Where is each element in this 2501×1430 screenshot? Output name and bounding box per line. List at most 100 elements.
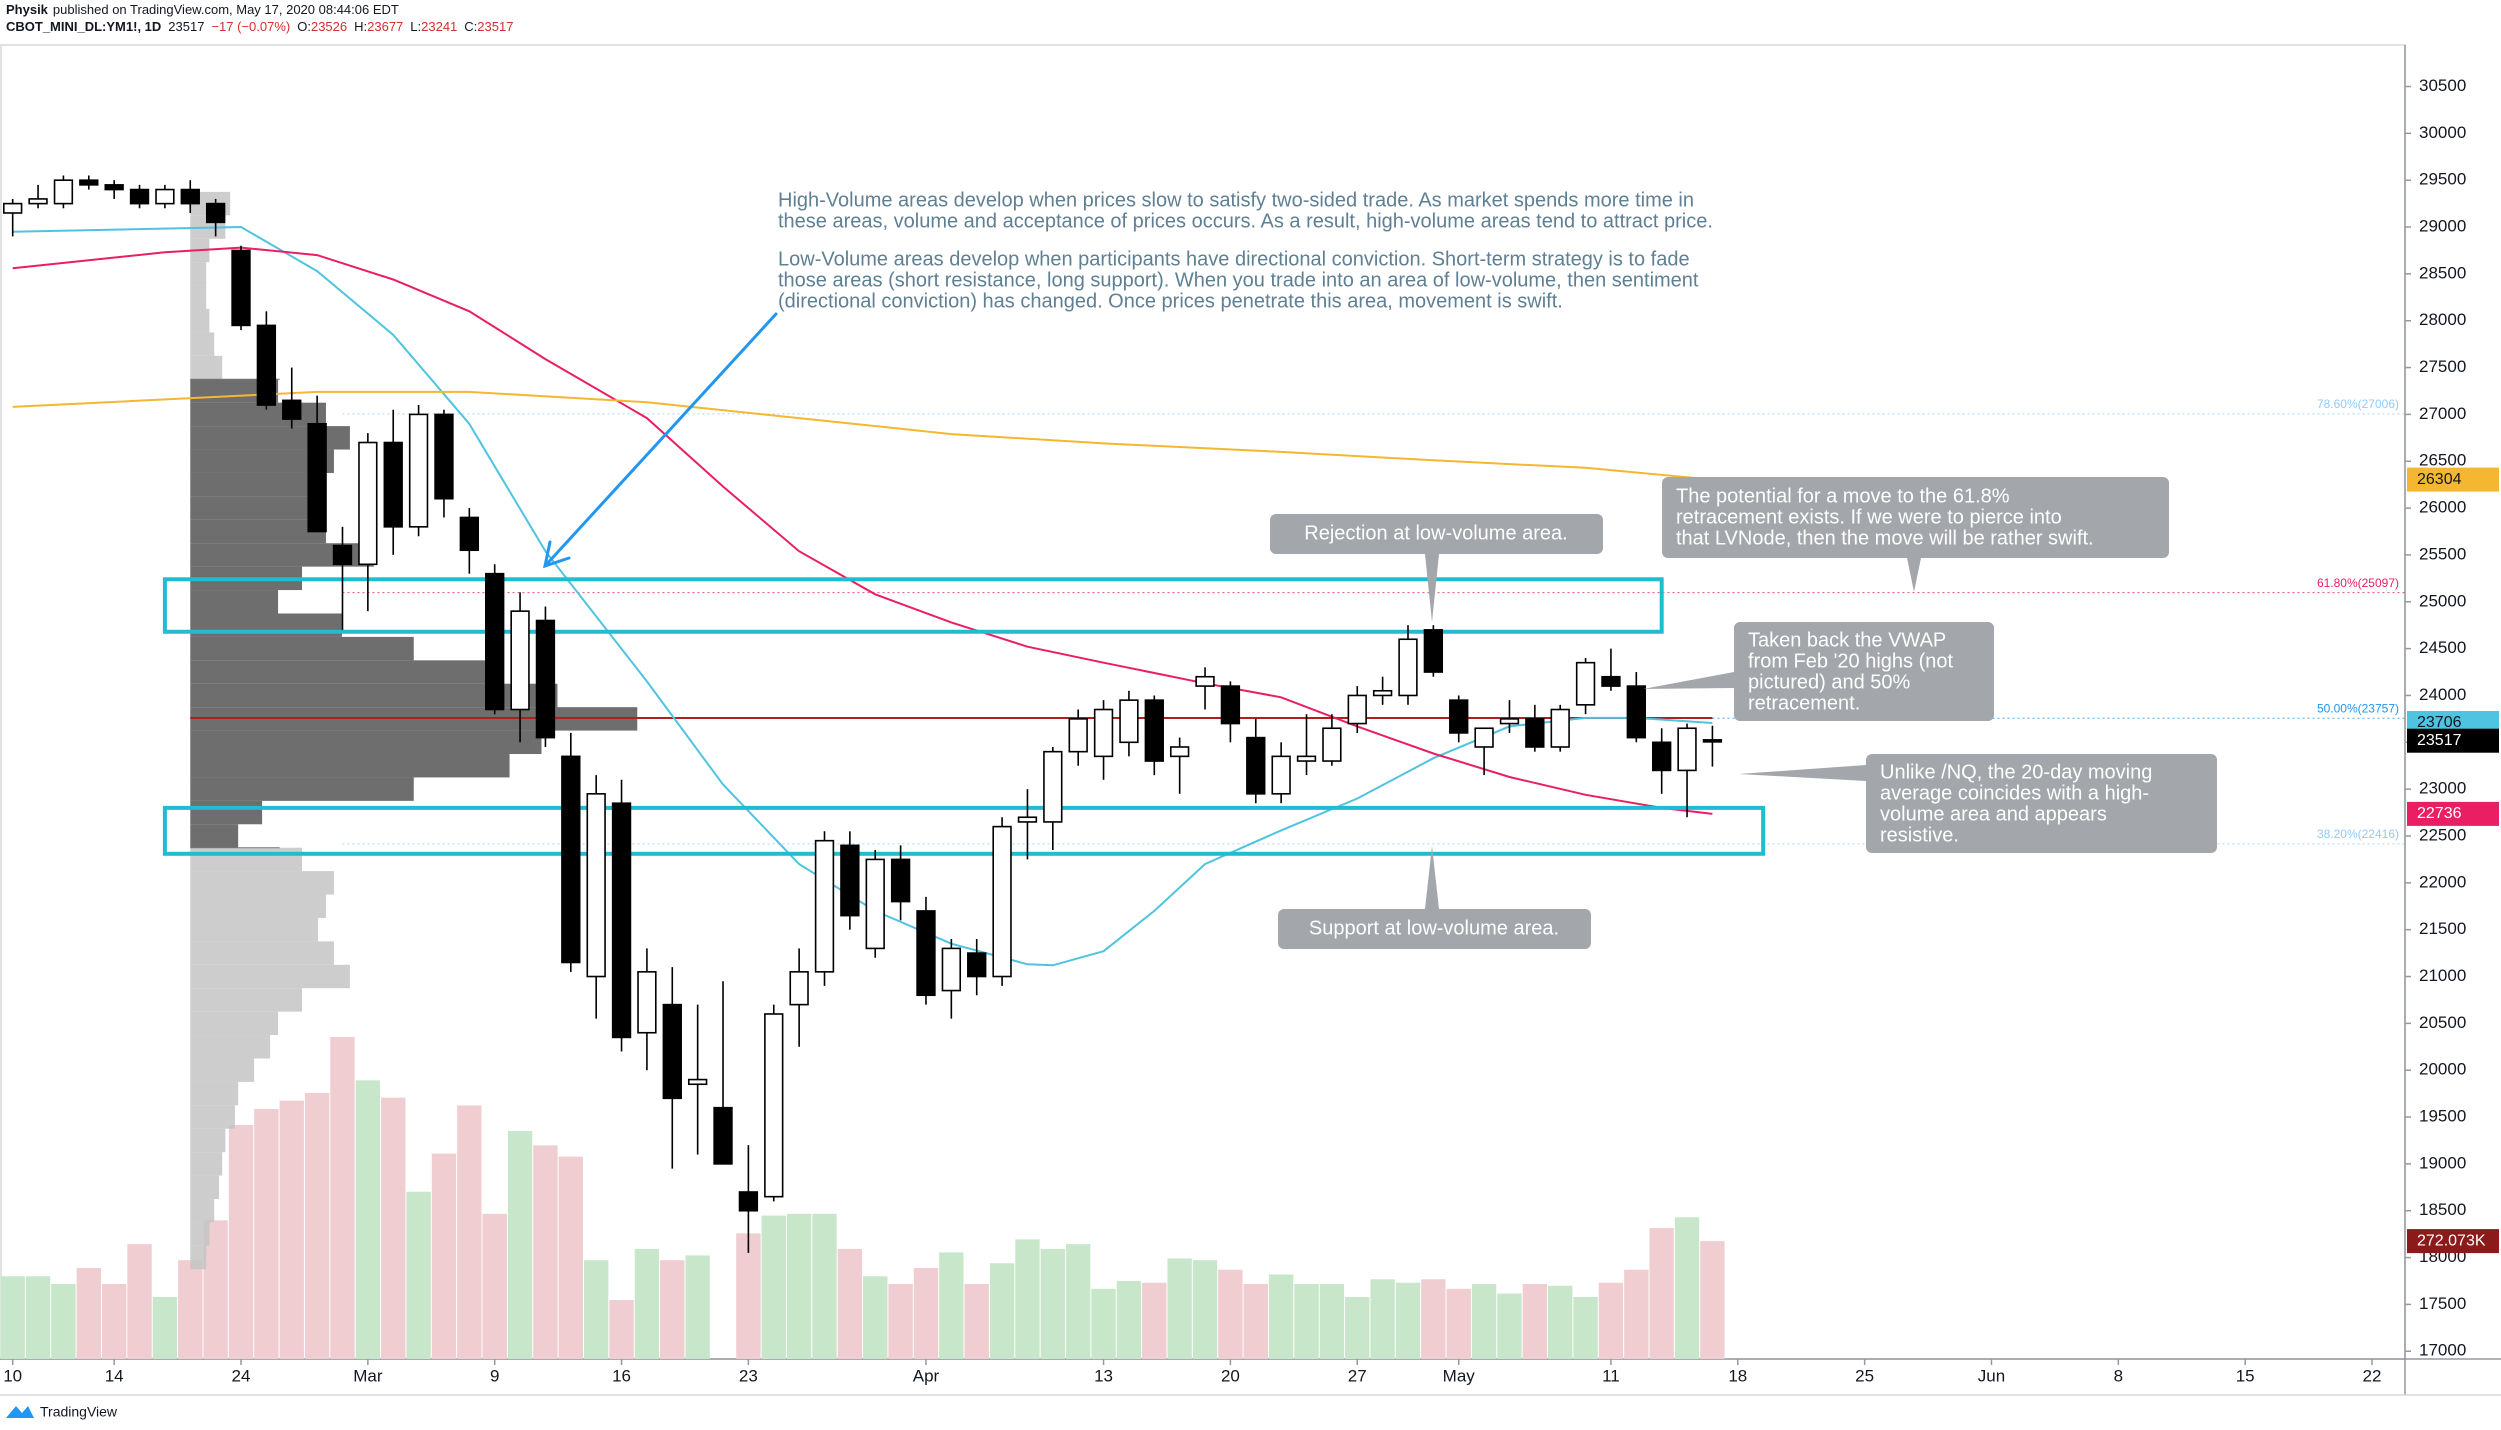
- volume-bar: [1674, 1217, 1700, 1359]
- candle-body: [1195, 675, 1215, 687]
- symbol: CBOT_MINI_DL:YM1!, 1D: [6, 19, 161, 34]
- candle-body: [992, 825, 1012, 978]
- callout-text: average coincides with a high-: [1880, 782, 2149, 804]
- candle-body: [155, 188, 175, 205]
- candle-body: [1119, 699, 1139, 744]
- candle-body: [307, 422, 327, 533]
- candle-body: [1702, 739, 1723, 743]
- x-tick-label: 15: [2236, 1366, 2255, 1385]
- volume-bar: [1471, 1284, 1497, 1359]
- volume-bar: [1192, 1260, 1218, 1359]
- footer: TradingView: [6, 1404, 118, 1420]
- profile-bar: [190, 1152, 223, 1176]
- volume-bar: [913, 1267, 939, 1359]
- y-tick-label: 26000: [2419, 498, 2466, 517]
- x-tick-label: Apr: [913, 1366, 940, 1385]
- callout: Taken back the VWAP from Feb '20 highs (…: [1643, 622, 1994, 721]
- y-tick-label: 21000: [2419, 966, 2466, 985]
- profile-bar: [190, 1245, 207, 1270]
- callout-pointer: [1425, 554, 1439, 622]
- y-tick-label: 21500: [2419, 919, 2466, 938]
- candle-body: [408, 413, 429, 528]
- axis-layer: 1700017500180001850019000195002000020500…: [3, 76, 2499, 1385]
- callout-text: that LVNode, then the move will be rathe…: [1676, 527, 2094, 549]
- profile-bar: [190, 472, 311, 497]
- callout-text: Taken back the VWAP: [1748, 629, 1946, 651]
- profile-bar: [190, 754, 510, 778]
- candle-body: [1246, 736, 1266, 795]
- candle-body: [1677, 727, 1697, 772]
- lines-layer: 78.60%(27006) 61.80%(25097) 50.00%(23757) 3…: [12, 225, 2405, 967]
- moving-average: [12, 246, 1713, 815]
- x-tick-label: 11: [1602, 1366, 1620, 1385]
- x-tick-label: 10: [3, 1366, 22, 1385]
- volume-bar: [939, 1252, 964, 1359]
- y-tick-label: 29000: [2419, 217, 2466, 236]
- volume-bar: [1700, 1241, 1725, 1359]
- profile-bar: [190, 1199, 215, 1223]
- x-tick-label: 14: [105, 1366, 124, 1385]
- profile-bar: [190, 590, 279, 614]
- volume-bar: [457, 1105, 482, 1359]
- note-line: (directional conviction) has changed. On…: [778, 290, 1563, 312]
- volume-bar: [888, 1284, 913, 1359]
- y-tick-label: 28000: [2419, 310, 2466, 329]
- callout-pointer: [1643, 672, 1734, 689]
- callout: Support at low-volume area.: [1278, 846, 1591, 949]
- volume-bar: [1522, 1284, 1548, 1359]
- x-tick-label: Jun: [1978, 1366, 2005, 1385]
- y-tick-label: 30500: [2419, 76, 2466, 95]
- profile-bar: [190, 1081, 239, 1106]
- volume-bar: [533, 1145, 558, 1359]
- profile-bar: [190, 988, 303, 1012]
- callout-text: resistive.: [1880, 824, 1959, 846]
- callout-text: Rejection at low-volume area.: [1304, 522, 1567, 544]
- volume-bar: [1319, 1284, 1345, 1359]
- candle-body: [1601, 675, 1621, 687]
- callout-box: [1270, 514, 1603, 554]
- x-tick-label: 27: [1348, 1366, 1367, 1385]
- candle-body: [1652, 741, 1672, 772]
- volume-bar: [1218, 1269, 1243, 1359]
- x-tick-label: 23: [739, 1366, 758, 1385]
- fib-label: 78.60%(27006): [2317, 397, 2399, 411]
- candle-body: [231, 249, 251, 327]
- y-tick-label: 26500: [2419, 451, 2466, 470]
- candle-body: [967, 952, 987, 978]
- y-tick-label: 24500: [2419, 638, 2466, 657]
- candle-body: [1068, 718, 1088, 753]
- y-tick-label: 17000: [2419, 1341, 2466, 1360]
- volume-bar: [583, 1260, 609, 1359]
- candle-body: [256, 324, 277, 406]
- candle-body: [814, 839, 835, 973]
- callout-box: [1662, 477, 2169, 558]
- callout-pointer: [1907, 558, 1921, 592]
- profile-bar: [190, 449, 334, 473]
- moving-average: [12, 225, 1713, 967]
- callout-pointer: [1739, 765, 1866, 781]
- callout-text: retracement exists. If we were to pierce…: [1676, 506, 2062, 528]
- published: published on TradingView.com, May 17, 20…: [53, 2, 399, 17]
- candle-body: [3, 202, 23, 214]
- x-tick-label: Mar: [353, 1366, 383, 1385]
- callout-text: Support at low-volume area.: [1309, 917, 1559, 939]
- candle-body: [1220, 685, 1241, 725]
- high-label: H:: [354, 19, 367, 34]
- close-label: C:: [464, 19, 477, 34]
- candle-body: [1626, 685, 1646, 739]
- volume-bar: [1294, 1284, 1319, 1359]
- profile-bar: [190, 1105, 235, 1129]
- high-value: 23677: [367, 19, 403, 34]
- callout-text: pictured) and 50%: [1748, 671, 1911, 693]
- low-label: L:: [410, 19, 421, 34]
- y-tick-label: 30000: [2419, 123, 2466, 142]
- candle-body: [1449, 699, 1469, 734]
- y-tick-label: 24000: [2419, 685, 2466, 704]
- candle-body: [1499, 718, 1520, 725]
- fib-label: 61.80%(25097): [2317, 576, 2399, 590]
- candle-body: [104, 184, 124, 191]
- volume-bar: [761, 1215, 786, 1359]
- y-tick-label: 28500: [2419, 263, 2466, 282]
- profile-bar: [190, 800, 263, 825]
